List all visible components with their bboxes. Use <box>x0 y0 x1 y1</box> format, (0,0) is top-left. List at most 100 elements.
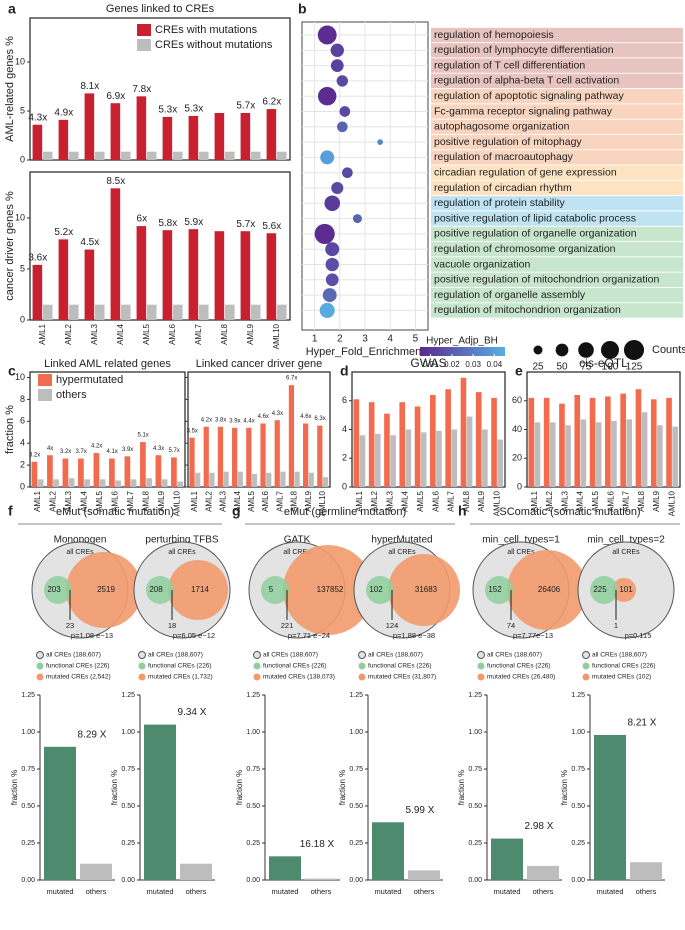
bar-annotation: 8.1x <box>80 81 99 92</box>
term-label: vacuole organization <box>434 258 530 270</box>
bar-annotation: 4.3x <box>28 112 47 123</box>
bar <box>322 477 329 487</box>
bar-annotation: 3.6x <box>28 253 47 264</box>
x-tick-label: AML1 <box>38 323 47 344</box>
venn-all-label: all CREs <box>612 549 640 556</box>
venn-title: Monopogen <box>54 535 107 546</box>
bar <box>635 389 642 487</box>
y-tick-label: 0.00 <box>571 877 585 884</box>
x-tick-label: others <box>636 887 657 896</box>
bar <box>657 425 663 487</box>
venn-p: p=6.05 e−12 <box>173 631 215 640</box>
panel-label: a <box>8 1 16 17</box>
x-tick-label: AML3 <box>90 323 99 344</box>
venn-right: 1714 <box>191 585 209 594</box>
dot <box>314 223 335 244</box>
y-axis-label: fraction % <box>457 770 466 806</box>
bar-annotation: 4.1x <box>106 449 117 455</box>
dot <box>320 150 335 165</box>
x-tick-label: AML1 <box>355 490 364 511</box>
y-tick-label: 10 <box>15 372 25 382</box>
bar-annotation: 5.2x <box>54 227 73 238</box>
bar <box>130 479 137 487</box>
bar <box>232 427 238 487</box>
functional-circle <box>485 576 513 604</box>
functional-circle <box>261 576 289 604</box>
venn-right: 26406 <box>538 585 561 594</box>
dot <box>339 106 351 117</box>
legend-dot <box>582 662 590 670</box>
bar <box>534 422 541 487</box>
colorbar-tick-label: 0.01 <box>423 360 439 369</box>
venn-title: min_cell_types=1 <box>482 535 560 546</box>
bar <box>368 402 375 487</box>
x-tick-label: AML1 <box>190 490 199 511</box>
term-bg <box>431 165 683 180</box>
y-tick-label: 1.00 <box>468 729 482 736</box>
bar <box>214 112 225 160</box>
bar <box>408 870 440 880</box>
bar <box>199 304 209 320</box>
x-tick-label: AML10 <box>172 490 181 516</box>
x-tick-label: AML9 <box>246 323 255 344</box>
bar <box>626 419 633 487</box>
bar <box>482 429 488 487</box>
legend-label: all CREs (188,607) <box>592 652 647 659</box>
bar <box>180 863 212 880</box>
y-tick-label: 0.75 <box>468 766 482 773</box>
x-tick-label: mutated <box>146 887 173 896</box>
y-tick-label: 0.75 <box>349 766 363 773</box>
bar <box>240 112 251 160</box>
venn-title: min_cell_types=2 <box>587 535 665 546</box>
term-bg <box>431 134 683 150</box>
x-tick-label: AML10 <box>667 490 676 516</box>
bar-annotation: 9.34 X <box>178 707 207 718</box>
bar <box>95 304 105 320</box>
y-axis-label: fraction % <box>560 770 569 806</box>
x-tick-label: AML2 <box>64 323 73 344</box>
bar <box>214 231 225 320</box>
dot <box>336 121 348 133</box>
bar <box>195 472 201 487</box>
bar <box>359 435 366 487</box>
x-tick-label: AML5 <box>416 490 425 511</box>
panel-label: g <box>232 503 241 519</box>
term-bg <box>431 58 683 73</box>
x-tick-label: others <box>186 887 207 896</box>
bar <box>595 422 602 487</box>
bar-annotation: 4.4x <box>243 418 254 424</box>
dot <box>325 242 340 257</box>
bar <box>269 856 301 880</box>
term-label: regulation of mitochondrion organization <box>434 304 621 316</box>
bar-annotation: 5.6x <box>262 221 281 232</box>
y-tick-label: 0 <box>20 154 25 164</box>
bar <box>31 461 38 487</box>
size-legend-label: 100 <box>602 362 619 373</box>
term-label: regulation of T cell differentiation <box>434 59 585 71</box>
bar <box>451 429 458 487</box>
bar <box>124 456 131 487</box>
bar <box>121 151 131 160</box>
x-tick-label: 3 <box>362 334 368 345</box>
x-tick-label: AML10 <box>272 323 281 349</box>
bar <box>53 479 59 487</box>
bar <box>110 188 121 320</box>
bar <box>223 471 229 487</box>
x-tick-label: AML10 <box>318 490 327 516</box>
mutated-circle <box>66 552 142 628</box>
y-tick-label: 10 <box>15 56 25 66</box>
y-tick-label: 6 <box>20 416 25 426</box>
term-label: Fc-gamma receptor signaling pathway <box>434 105 613 117</box>
legend-dot <box>358 673 366 681</box>
bar <box>161 479 168 487</box>
panel-title: Linked cancer driver gene <box>196 358 323 370</box>
bar <box>266 109 277 160</box>
x-tick-label: AML2 <box>48 490 57 511</box>
legend-label: functional CREs (226) <box>263 663 327 670</box>
bar <box>280 471 286 487</box>
y-tick-label: 0.00 <box>21 877 35 884</box>
x-tick-label: 5 <box>413 334 419 345</box>
x-tick-label: AML3 <box>64 490 73 511</box>
bar <box>136 226 147 320</box>
x-tick-label: AML9 <box>477 490 486 511</box>
